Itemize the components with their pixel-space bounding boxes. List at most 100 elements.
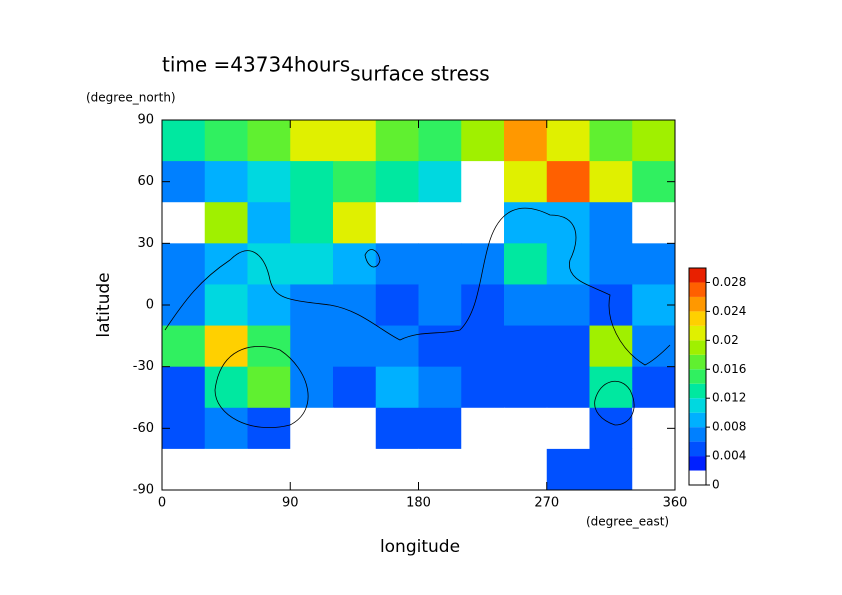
- colorbar-frame: [688, 267, 707, 486]
- field-cell: [247, 243, 291, 285]
- field-cell: [589, 366, 633, 409]
- field-cell: [461, 448, 505, 491]
- field-cell: [290, 366, 334, 409]
- field-cell: [632, 448, 676, 491]
- field-cell: [461, 243, 505, 285]
- field-cell: [504, 120, 548, 162]
- field-cell: [290, 202, 334, 244]
- x-axis-label: longitude: [380, 537, 460, 557]
- field-cell: [333, 407, 377, 450]
- field-cell: [589, 161, 633, 203]
- field-cell: [461, 161, 505, 203]
- field-cell: [461, 202, 505, 244]
- field-cell: [162, 448, 206, 491]
- field-cell: [589, 448, 633, 491]
- field-cell: [290, 325, 334, 368]
- field-cell: [204, 284, 248, 327]
- field-cell: [375, 120, 419, 162]
- field-cell: [247, 284, 291, 327]
- field-cell: [204, 407, 248, 450]
- field-cell: [418, 448, 462, 491]
- colorbar-swatch: [689, 268, 706, 283]
- colorbar-swatch: [689, 398, 706, 413]
- field-cell: [290, 161, 334, 203]
- field-cell: [290, 284, 334, 327]
- field-cell: [418, 284, 462, 327]
- field-cell: [290, 120, 334, 162]
- colorbar-tick-label: 0.028: [712, 275, 746, 289]
- y-tick-label: 30: [137, 236, 154, 251]
- field-cell: [162, 325, 206, 368]
- colorbar-tick-label: 0.016: [712, 362, 746, 376]
- field-cell: [461, 366, 505, 409]
- field-cell: [504, 161, 548, 203]
- field-cell: [204, 366, 248, 409]
- y-tick-label: -30: [133, 359, 154, 374]
- field-cell: [589, 325, 633, 368]
- field-cell: [632, 120, 676, 162]
- x-tick-label: 360: [663, 496, 688, 511]
- coastline: [164, 207, 671, 429]
- field-cell: [375, 161, 419, 203]
- field-cell: [504, 407, 548, 450]
- field-cell: [589, 120, 633, 162]
- colorbar-swatch: [689, 441, 706, 457]
- x-tick-label: 270: [534, 496, 559, 511]
- colorbar-swatch: [689, 456, 706, 471]
- field-cell: [418, 120, 462, 162]
- field-cell: [589, 202, 633, 244]
- field-cell: [162, 202, 206, 244]
- colorbar-swatch: [689, 354, 706, 370]
- x-tick-label: 0: [158, 496, 166, 511]
- colorbar-tick-label: 0.012: [712, 391, 746, 405]
- field-cell: [204, 161, 248, 203]
- field-cell: [418, 243, 462, 285]
- field-cell: [247, 161, 291, 203]
- field-cell: [375, 202, 419, 244]
- field-cell: [162, 120, 206, 162]
- field-cell: [504, 202, 548, 244]
- field-cell: [204, 243, 248, 285]
- field-cell: [461, 407, 505, 450]
- chart-title: surface stress: [350, 62, 489, 86]
- field-cell: [632, 366, 676, 409]
- y-tick-label: -90: [133, 483, 154, 498]
- field-cell: [375, 366, 419, 409]
- y-tick-label: 60: [137, 174, 154, 189]
- field-cell: [418, 325, 462, 368]
- colorbar-tick-label: 0.024: [712, 304, 746, 318]
- field-cell: [504, 366, 548, 409]
- field-cell: [546, 243, 590, 285]
- field: [162, 120, 676, 491]
- field-cell: [204, 448, 248, 491]
- field-cell: [290, 407, 334, 450]
- field-cell: [204, 120, 248, 162]
- colorbar-swatch: [689, 369, 706, 384]
- field-cell: [247, 202, 291, 244]
- x-units: (degree_east): [586, 515, 669, 529]
- colorbar-tick-label: 0.008: [712, 420, 746, 434]
- colorbar-swatch: [689, 325, 706, 341]
- field-cell: [375, 448, 419, 491]
- field-cell: [632, 243, 676, 285]
- y-axis-label: latitude: [94, 272, 114, 337]
- field-cell: [546, 120, 590, 162]
- field-cell: [162, 366, 206, 409]
- field-cell: [546, 407, 590, 450]
- colorbar-swatch: [689, 282, 706, 297]
- colorbar-tick-label: 0.02: [712, 333, 739, 347]
- field-cell: [333, 325, 377, 368]
- colorbar-tick-label: 0: [712, 478, 720, 492]
- field-cell: [247, 366, 291, 409]
- field-cell: [504, 448, 548, 491]
- y-tick-label: 0: [146, 298, 154, 313]
- field-cell: [546, 284, 590, 327]
- field-cell: [418, 407, 462, 450]
- field-cell: [546, 366, 590, 409]
- field-cell: [546, 325, 590, 368]
- y-tick-label: -60: [133, 421, 154, 436]
- colorbar-swatch: [689, 383, 706, 399]
- field-cell: [162, 243, 206, 285]
- field-cell: [247, 448, 291, 491]
